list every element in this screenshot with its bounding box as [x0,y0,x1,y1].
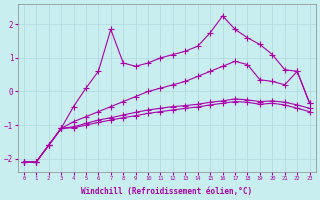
X-axis label: Windchill (Refroidissement éolien,°C): Windchill (Refroidissement éolien,°C) [81,187,252,196]
